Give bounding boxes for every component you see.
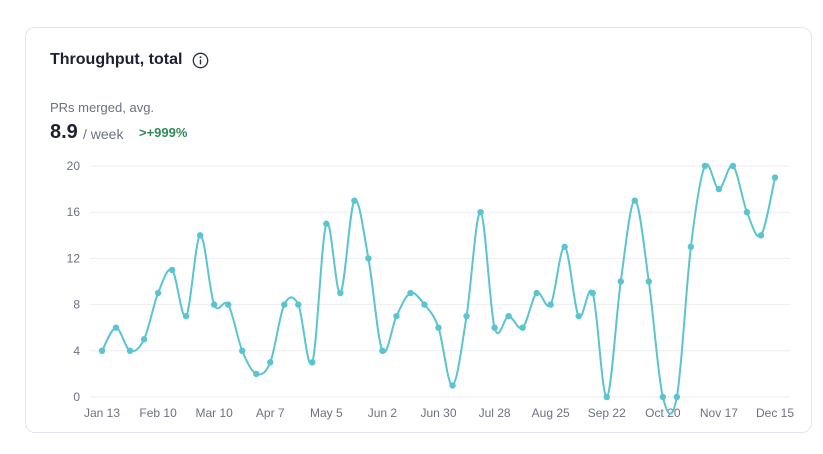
data-point	[561, 243, 568, 251]
data-point	[463, 312, 470, 320]
data-point	[701, 162, 709, 170]
data-point	[491, 324, 498, 331]
y-tick-label: 8	[73, 298, 80, 312]
data-point	[351, 197, 358, 204]
data-point	[323, 220, 330, 227]
x-tick-label: Sep 22	[588, 406, 626, 420]
data-point	[112, 324, 120, 331]
data-point	[603, 393, 610, 401]
data-point	[309, 359, 316, 366]
series-line	[101, 163, 776, 415]
metric-value: 8.9	[50, 121, 78, 143]
x-tick-label: Jun 30	[420, 406, 456, 420]
x-tick-label: Dec 15	[756, 406, 794, 420]
x-tick-label: Feb 10	[139, 406, 177, 420]
data-point	[771, 174, 779, 181]
x-tick-label: Aug 25	[532, 406, 570, 420]
x-tick-label: Oct 20	[645, 406, 681, 420]
data-point	[435, 324, 442, 331]
data-point	[547, 301, 554, 308]
x-tick-label: Nov 17	[700, 406, 738, 420]
metric-change-badge: >+999%	[139, 125, 188, 140]
data-point	[589, 289, 596, 297]
data-point	[575, 312, 582, 320]
data-point	[645, 278, 653, 285]
data-point	[224, 301, 232, 308]
data-point	[631, 197, 638, 204]
x-tick-label: Jul 28	[479, 406, 511, 420]
data-point	[407, 289, 414, 297]
y-tick-label: 16	[67, 205, 81, 219]
data-point	[659, 393, 667, 401]
data-point	[379, 347, 386, 354]
data-point	[154, 289, 162, 297]
data-point	[421, 301, 428, 308]
data-point	[168, 266, 176, 274]
y-axis-ticks: 0 4 8 12 16 20	[67, 159, 81, 404]
data-point	[365, 255, 372, 262]
data-point	[757, 232, 765, 239]
data-point	[337, 289, 344, 297]
data-point	[295, 301, 302, 308]
data-point	[239, 347, 246, 354]
data-point	[673, 393, 681, 401]
data-point	[253, 370, 260, 378]
chart-grid	[90, 165, 790, 398]
data-point	[267, 359, 274, 366]
x-tick-label: May 5	[310, 406, 343, 420]
x-tick-label: Jan 13	[84, 406, 120, 420]
data-point	[393, 312, 400, 320]
data-point	[687, 243, 695, 251]
data-point	[743, 209, 751, 216]
data-point	[519, 324, 526, 331]
x-tick-label: Mar 10	[195, 406, 233, 420]
card-title: Throughput, total	[50, 51, 183, 68]
data-point	[449, 382, 456, 389]
data-point	[533, 289, 540, 297]
data-point	[729, 162, 737, 170]
y-tick-label: 4	[73, 344, 80, 358]
metric-label: PRs merged, avg.	[50, 100, 155, 115]
data-point	[182, 312, 190, 320]
y-tick-label: 20	[67, 159, 81, 173]
x-tick-label: Apr 7	[256, 406, 285, 420]
x-axis-ticks: Jan 13 Feb 10 Mar 10 Apr 7 May 5 Jun 2 Jun 30 J…	[84, 406, 794, 420]
metric-unit: / week	[83, 126, 124, 142]
y-tick-label: 12	[67, 251, 81, 265]
data-point	[196, 232, 204, 239]
data-point	[210, 301, 218, 308]
data-point	[477, 209, 484, 216]
data-point	[281, 301, 288, 308]
series-layer	[98, 162, 779, 415]
data-point	[140, 336, 148, 343]
y-tick-label: 0	[73, 390, 80, 404]
throughput-card: Throughput, total PRs merged, avg. 8.9 /…	[25, 27, 812, 433]
data-point	[715, 185, 723, 193]
info-circle-icon[interactable]	[192, 52, 209, 69]
data-point	[126, 347, 134, 354]
data-point	[617, 278, 624, 285]
data-point	[505, 312, 512, 320]
x-tick-label: Jun 2	[368, 406, 398, 420]
data-point	[98, 347, 106, 354]
